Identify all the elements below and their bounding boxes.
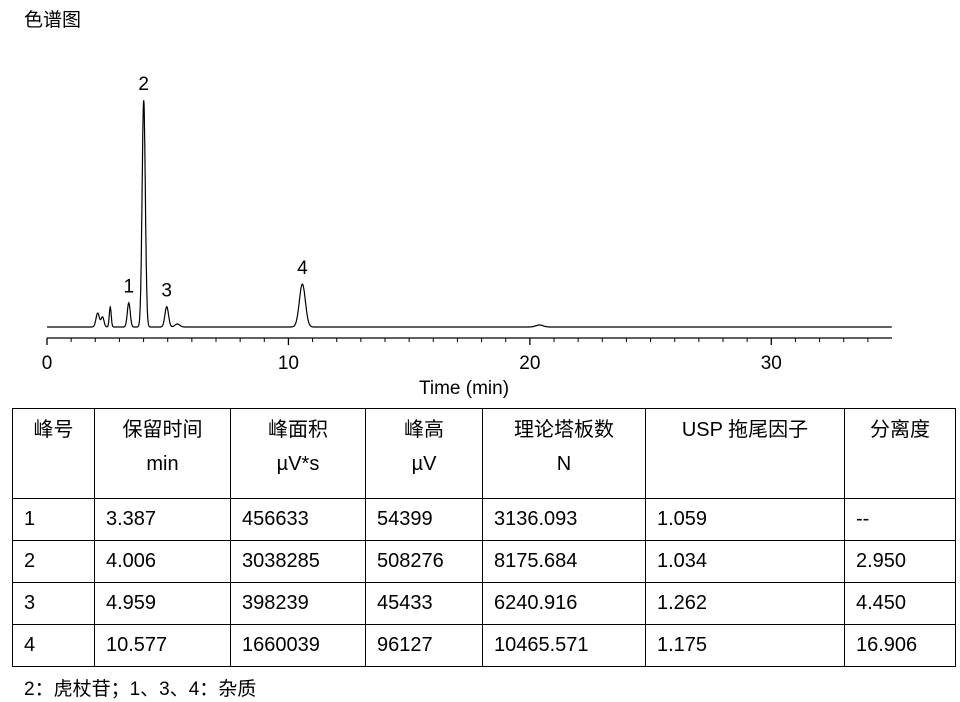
peak-label: 1	[123, 277, 134, 298]
table-cell: 1.262	[645, 582, 845, 625]
table-row: 2 4.006 3038285 508276 8175.684 1.034 2.950	[12, 540, 956, 583]
table-cell: 508276	[365, 540, 483, 583]
header-text: N	[556, 453, 572, 475]
x-axis-label: Time (min)	[419, 378, 509, 399]
peak-label: 4	[297, 258, 308, 279]
peak-label: 2	[138, 74, 149, 95]
table-cell: 6240.916	[482, 582, 646, 625]
table-cell: 4	[12, 624, 95, 667]
peak-table: 峰号 保留时间 min 峰面积 µV*s 峰高 µV 理论塔板数 N USP 拖尾因子 分离度 1 3.…	[12, 408, 956, 667]
header-text: µV*s	[276, 453, 320, 475]
header-text: µV	[411, 453, 437, 475]
table-cell: 45433	[365, 582, 483, 625]
title: 色谱图	[24, 10, 82, 31]
header-text: 峰面积	[268, 419, 328, 441]
header-cell: 峰高 µV	[365, 408, 483, 499]
table-cell: 8175.684	[482, 540, 646, 583]
table-body: 1 3.387 456633 54399 3136.093 1.059 -- 2 4.006 30…	[12, 498, 956, 667]
table-cell: 3.387	[94, 498, 231, 541]
table-cell: 16.906	[844, 624, 956, 667]
table-cell: 1	[12, 498, 95, 541]
x-tick-label: 10	[278, 353, 299, 374]
x-tick-label: 20	[519, 353, 540, 374]
header-text: 分离度	[870, 419, 930, 441]
table-cell: 4.006	[94, 540, 231, 583]
table-cell: 398239	[230, 582, 366, 625]
header-text: 峰高	[404, 419, 444, 441]
caption: 2：虎杖苷；1、3、4：杂质	[24, 679, 257, 700]
header-row: 峰号 保留时间 min 峰面积 µV*s 峰高 µV 理论塔板数 N USP 拖尾因子 分离度	[12, 408, 956, 499]
chromatogram: 0 10 20 30 Time (min) 1 2 3 4	[42, 74, 892, 399]
header-text: 理论塔板数	[514, 419, 614, 441]
table-cell: 1.034	[645, 540, 845, 583]
table-row: 4 10.577 1660039 96127 10465.571 1.175 16.906	[12, 624, 956, 667]
x-tick-label: 30	[761, 353, 782, 374]
header-cell: USP 拖尾因子	[645, 408, 845, 499]
table-cell: 3136.093	[482, 498, 646, 541]
table-cell: 1.175	[645, 624, 845, 667]
table-cell: 10.577	[94, 624, 231, 667]
table-cell: 1660039	[230, 624, 366, 667]
header-text: min	[146, 453, 179, 475]
header-cell: 理论塔板数 N	[482, 408, 646, 499]
header-cell: 分离度	[844, 408, 956, 499]
table-cell: 10465.571	[482, 624, 646, 667]
header-text: 保留时间	[122, 419, 203, 441]
header-text: 峰号	[33, 419, 74, 441]
table-cell: 2.950	[844, 540, 956, 583]
table-row: 1 3.387 456633 54399 3136.093 1.059 --	[12, 498, 956, 541]
table-cell: 4.450	[844, 582, 956, 625]
table-cell: 3	[12, 582, 95, 625]
table-header: 峰号 保留时间 min 峰面积 µV*s 峰高 µV 理论塔板数 N USP 拖尾因子 分离度	[12, 408, 956, 499]
table-cell: 456633	[230, 498, 366, 541]
table-cell: 2	[12, 540, 95, 583]
table-cell: 4.959	[94, 582, 231, 625]
header-cell: 峰号	[12, 408, 95, 499]
table-cell: 54399	[365, 498, 483, 541]
table-cell: --	[844, 498, 956, 541]
table-cell: 1.059	[645, 498, 845, 541]
trace	[47, 100, 892, 328]
header-cell: 保留时间 min	[94, 408, 231, 499]
x-tick-label: 0	[42, 353, 53, 374]
header-text: USP 拖尾因子	[681, 419, 809, 441]
table-row: 3 4.959 398239 45433 6240.916 1.262 4.450	[12, 582, 956, 625]
header-cell: 峰面积 µV*s	[230, 408, 366, 499]
peak-label: 3	[161, 281, 172, 302]
table-cell: 3038285	[230, 540, 366, 583]
table-cell: 96127	[365, 624, 483, 667]
